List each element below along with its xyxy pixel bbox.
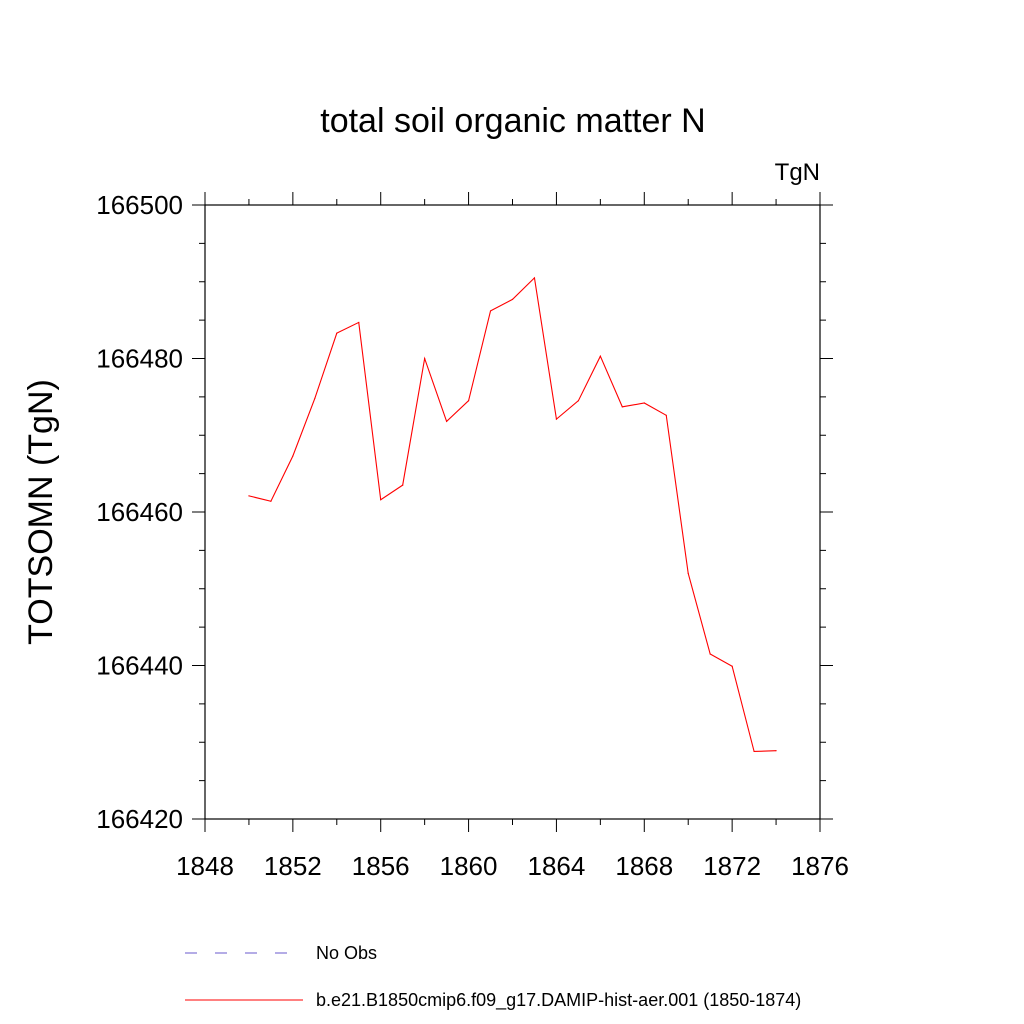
data-point [314,397,316,400]
data-point [358,321,360,324]
data-point [292,455,294,457]
y-tick-label: 166480 [96,344,183,374]
x-tick-label: 1876 [791,851,849,881]
data-point [336,332,338,334]
series-line-0 [248,276,777,753]
data-point [467,400,470,402]
data-point [599,355,601,357]
legend-label-model-run: b.e21.B1850cmip6.f09_g17.DAMIP-hist-aer.… [316,990,801,1011]
data-point [577,400,579,402]
y-axis-label: TOTSOMN (TgN) [22,379,60,645]
data-point [643,402,645,404]
data-point [621,406,623,408]
y-tick-label: 166440 [96,651,183,681]
x-tick-label: 1872 [703,851,761,881]
units-label: TgN [775,159,820,186]
data-point [248,495,250,497]
data-point [380,499,382,501]
data-point [775,750,777,752]
data-point [424,357,426,360]
x-tick-label: 1868 [615,851,673,881]
axis-ticks [192,192,833,832]
data-point [709,653,711,655]
data-point [687,572,689,575]
axis-tick-labels: 1848 1852 1856 1860 1864 1868 1872 1876 166420 16… [96,190,849,881]
x-tick-label: 1860 [440,851,498,881]
series-layer [248,276,777,753]
x-tick-label: 1848 [176,851,234,881]
y-tick-label: 166460 [96,497,183,527]
data-point [731,665,733,667]
y-tick-label: 166500 [96,190,183,220]
legend-label-no-obs: No Obs [316,943,377,963]
y-tick-label: 166420 [96,804,183,834]
x-tick-label: 1864 [528,851,586,881]
plot-frame [204,204,821,820]
data-point [555,418,558,420]
data-point [446,420,448,423]
chart-title: total soil organic matter N [320,102,706,140]
x-tick-label: 1856 [352,851,410,881]
data-point [753,750,755,753]
data-point [665,414,667,416]
x-tick-label: 1852 [264,851,322,881]
data-point [489,310,492,312]
data-point [533,277,536,279]
legend: No Obs b.e21.B1850cmip6.f09_g17.DAMIP-hi… [185,943,801,1011]
data-point [402,484,404,486]
data-point [270,500,272,502]
data-point [511,298,514,301]
